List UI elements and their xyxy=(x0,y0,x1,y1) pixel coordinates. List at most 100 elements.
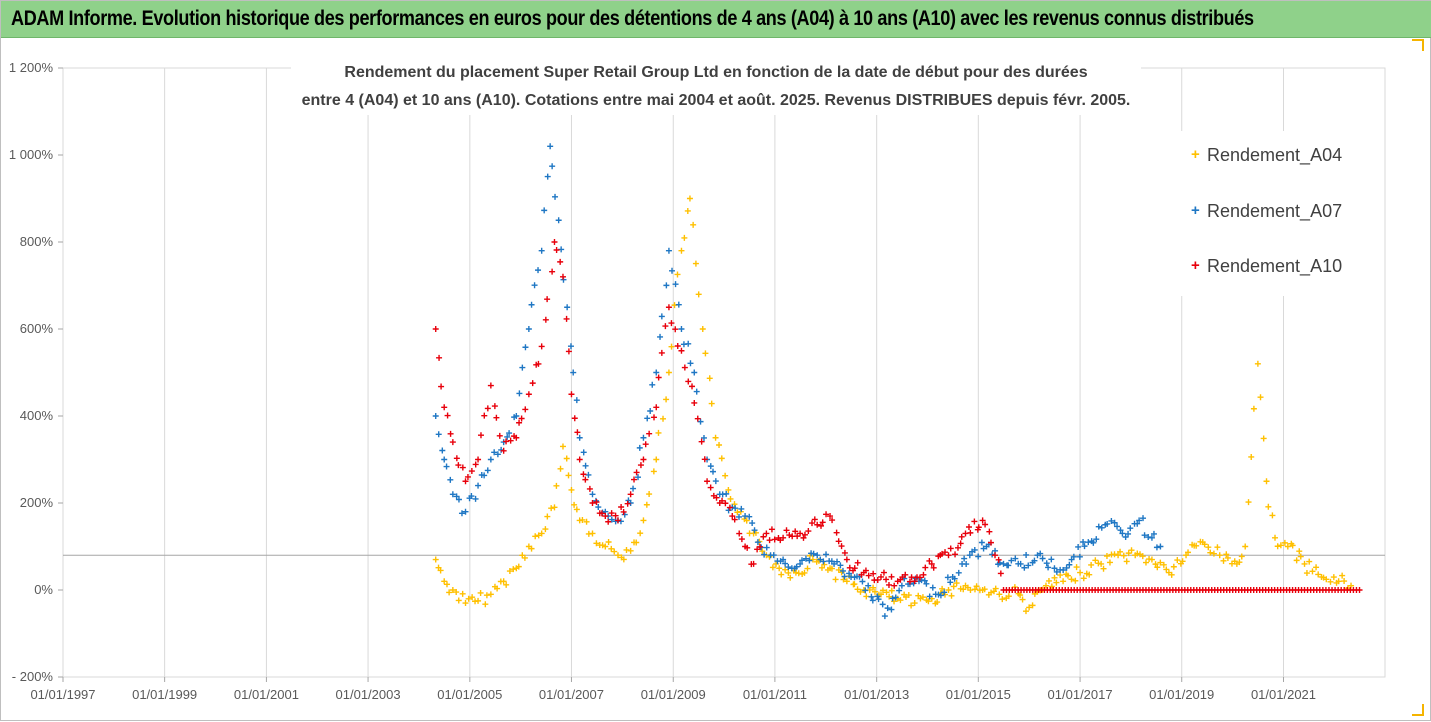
interpolated-point xyxy=(1323,576,1330,583)
interpolated-point xyxy=(1210,550,1217,557)
data-point xyxy=(1000,560,1007,567)
interpolated-point xyxy=(1163,566,1170,573)
interpolated-point xyxy=(823,511,830,518)
interpolated-point xyxy=(674,342,681,349)
data-point xyxy=(547,143,554,150)
chart-series xyxy=(432,143,1363,620)
interpolated-point xyxy=(532,533,539,540)
interpolated-point xyxy=(817,556,824,563)
data-point xyxy=(1119,530,1126,537)
data-point xyxy=(945,587,952,593)
interpolated-point xyxy=(908,602,915,609)
data-point xyxy=(627,547,634,554)
data-point xyxy=(432,556,439,563)
interpolated-point xyxy=(1281,539,1288,546)
data-point xyxy=(1216,552,1223,559)
interpolated-point xyxy=(986,528,993,535)
interpolated-point xyxy=(663,282,670,289)
interpolated-point xyxy=(981,586,988,593)
data-point xyxy=(843,578,850,585)
data-point xyxy=(513,434,520,441)
data-point xyxy=(1284,543,1291,550)
interpolated-point xyxy=(792,528,799,535)
interpolated-point xyxy=(971,586,978,593)
report-banner: ADAM Informe. Evolution historique des p… xyxy=(1,1,1431,38)
interpolated-point xyxy=(1022,608,1029,615)
x-tick-label: 01/01/2019 xyxy=(1149,687,1214,702)
data-point xyxy=(1335,578,1342,585)
interpolated-point xyxy=(1108,517,1115,524)
interpolated-point xyxy=(624,500,631,507)
interpolated-point xyxy=(658,313,665,320)
interpolated-point xyxy=(829,517,836,524)
data-point xyxy=(538,247,545,254)
y-axis-ticks: - 200% 0% 200% 400% 600% 800% 1 000% 1 200% xyxy=(9,60,63,684)
data-point xyxy=(475,456,482,463)
interpolated-point xyxy=(1012,555,1019,562)
interpolated-point xyxy=(965,523,972,530)
x-tick-label: 01/01/2011 xyxy=(743,687,807,702)
series-rendement_a10 xyxy=(432,239,1363,593)
data-point xyxy=(1242,543,1249,550)
interpolated-point xyxy=(549,163,556,170)
interpolated-point xyxy=(870,584,877,591)
interpolated-point xyxy=(1100,565,1107,572)
interpolated-point xyxy=(548,505,555,512)
interpolated-point xyxy=(801,531,808,538)
interpolated-point xyxy=(1053,579,1060,586)
interpolated-point xyxy=(1152,561,1159,568)
data-point xyxy=(665,369,672,376)
interpolated-point xyxy=(518,415,525,422)
interpolated-point xyxy=(570,369,577,376)
interpolated-point xyxy=(999,596,1006,603)
data-point xyxy=(614,552,621,559)
interpolated-point xyxy=(975,524,982,531)
interpolated-point xyxy=(687,360,694,367)
data-point xyxy=(1085,539,1092,546)
interpolated-point xyxy=(1051,574,1058,581)
interpolated-point xyxy=(623,546,630,553)
interpolated-point xyxy=(571,501,578,508)
interpolated-point xyxy=(726,504,733,511)
data-point xyxy=(640,434,647,441)
data-point xyxy=(551,504,558,511)
x-tick-label: 01/01/2009 xyxy=(641,687,706,702)
interpolated-point xyxy=(883,589,890,596)
interpolated-point xyxy=(1250,405,1257,412)
interpolated-point xyxy=(668,343,675,350)
interpolated-point xyxy=(1142,559,1149,566)
chart-subtitle: entre 4 (A04) et 10 ans (A10). Cotations… xyxy=(301,92,1131,109)
interpolated-point xyxy=(922,564,929,571)
interpolated-point xyxy=(438,383,445,390)
interpolated-point xyxy=(573,506,580,513)
data-point xyxy=(780,556,787,563)
interpolated-point xyxy=(516,390,523,397)
interpolated-point xyxy=(549,268,556,275)
interpolated-point xyxy=(1214,544,1221,551)
interpolated-point xyxy=(693,388,700,395)
data-point xyxy=(686,195,693,202)
interpolated-point xyxy=(801,569,808,576)
interpolated-point xyxy=(1330,574,1337,581)
interpolated-point xyxy=(988,589,995,596)
interpolated-point xyxy=(926,593,933,600)
interpolated-point xyxy=(722,500,729,507)
interpolated-point xyxy=(593,499,600,506)
interpolated-point xyxy=(522,344,529,351)
data-point xyxy=(568,391,575,398)
data-point xyxy=(500,447,507,454)
interpolated-point xyxy=(1057,572,1064,579)
interpolated-point xyxy=(642,441,649,448)
data-point xyxy=(691,369,698,376)
interpolated-point xyxy=(1274,543,1281,550)
interpolated-point xyxy=(874,593,881,600)
interpolated-point xyxy=(995,556,1002,563)
interpolated-point xyxy=(580,471,587,478)
interpolated-point xyxy=(453,493,460,500)
interpolated-point xyxy=(841,549,848,556)
interpolated-point xyxy=(507,437,514,444)
data-point xyxy=(865,582,872,589)
data-point xyxy=(704,478,711,485)
interpolated-point xyxy=(982,521,989,528)
interpolated-point xyxy=(465,595,472,602)
